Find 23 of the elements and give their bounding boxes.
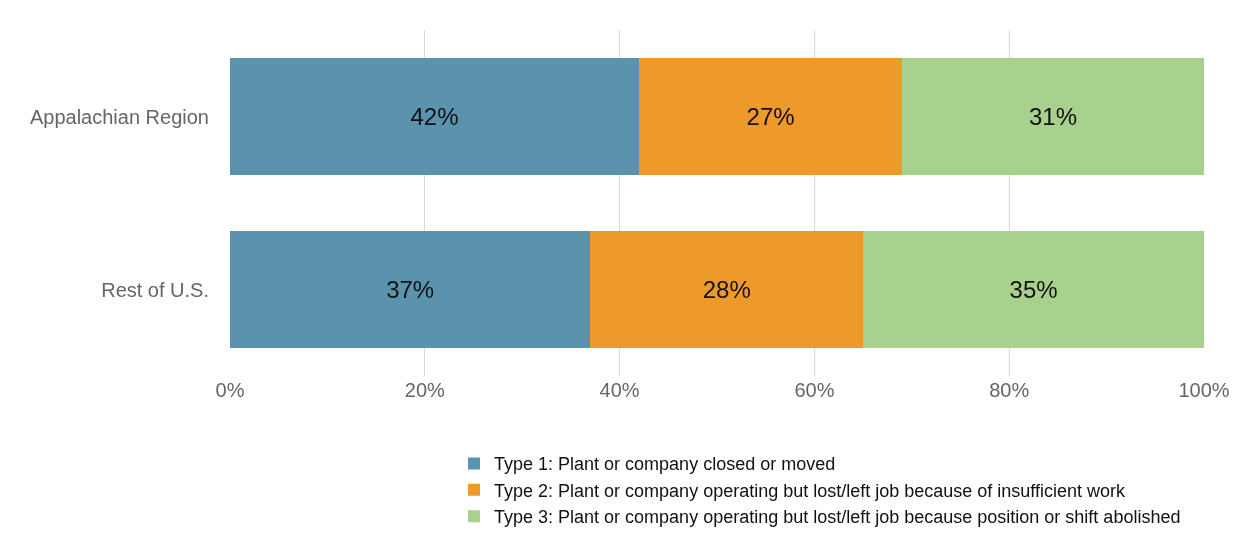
data-label: 27% [746,103,795,130]
bar [902,57,1204,176]
bar [639,57,903,176]
y-tick-label: Rest of U.S. [101,278,209,301]
x-tick-label: 0% [215,379,245,401]
data-label: 35% [1009,276,1058,303]
bar [230,230,591,349]
legend-label: Type 2: Plant or company operating but lost/left job because of insufficient work [494,480,1127,501]
data-label: 37% [386,276,435,303]
x-tick-label: 20% [404,379,446,401]
data-label: 31% [1029,103,1078,130]
bar [863,230,1204,349]
x-tick-label: 60% [794,379,835,401]
bar [230,57,640,176]
data-label: 28% [702,276,751,303]
x-tick-label: 100% [1178,379,1230,401]
y-tick-label: Appalachian Region [29,105,209,128]
legend-label: Type 1: Plant or company closed or moved [494,454,836,475]
x-tick-label: 40% [599,379,640,401]
bar [590,230,864,349]
x-tick-label: 80% [989,379,1030,401]
data-label: 42% [410,103,459,130]
legend-label: Type 3: Plant or company operating but lost/left job because position or shift abolished [494,507,1181,528]
